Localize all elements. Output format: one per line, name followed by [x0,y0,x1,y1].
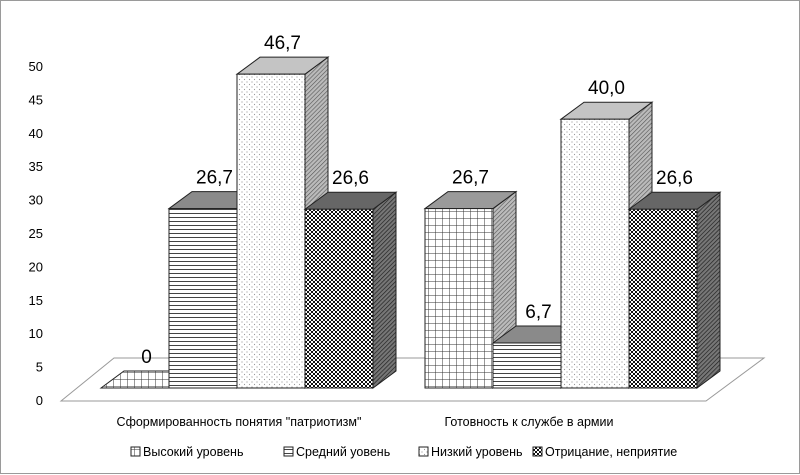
y-tick-label: 25 [29,226,43,241]
data-label: 40,0 [588,78,625,99]
legend-label: Высокий уровень [143,445,243,459]
bar-front-face [236,73,306,389]
bar: 40,0 [559,78,654,389]
legend-item: Средний уовень [283,445,390,459]
category-label: Готовность к службе в армии [444,415,613,429]
y-tick-label: 30 [29,193,43,208]
data-label: 26,7 [196,168,233,189]
bar: 26,7 [423,168,518,389]
data-label: 6,7 [525,302,551,323]
y-tick-label: 35 [29,159,43,174]
bar-front-face [304,208,374,389]
y-tick-label: 40 [29,126,43,141]
bar: 26,6 [303,168,398,389]
legend-swatch [283,446,294,457]
y-tick-label: 0 [36,393,43,408]
bar-front-face [628,208,698,389]
bar-front-face [560,118,630,389]
y-tick-label: 15 [29,293,43,308]
y-tick-label: 50 [29,59,43,74]
legend-item: Отрицание, неприятие [532,445,677,459]
data-label: 0 [141,347,152,368]
bar-side-face [696,191,721,389]
bar-front-face [492,342,562,389]
chart-floor [59,357,766,402]
legend-item: Низкий уровень [418,445,523,459]
data-label: 26,7 [452,168,489,189]
bar-front-face [424,208,494,389]
data-label: 26,6 [656,168,693,189]
data-label: 46,7 [264,33,301,54]
category-label: Сформированность понятия "патриотизм" [117,415,362,429]
legend-swatch [418,446,429,457]
legend-swatch [532,446,543,457]
y-tick-label: 20 [29,259,43,274]
y-tick-label: 5 [36,360,43,375]
legend-label: Средний уовень [296,445,390,459]
bar-front-face [168,208,238,389]
legend-item: Высокий уровень [130,445,243,459]
bar: 26,6 [627,168,722,389]
legend-label: Отрицание, неприятие [545,445,677,459]
bar-side-face [372,191,397,389]
legend-swatch [130,446,141,457]
data-label: 26,6 [332,168,369,189]
y-tick-label: 45 [29,92,43,107]
legend-label: Низкий уровень [431,445,523,459]
y-tick-label: 10 [29,326,43,341]
